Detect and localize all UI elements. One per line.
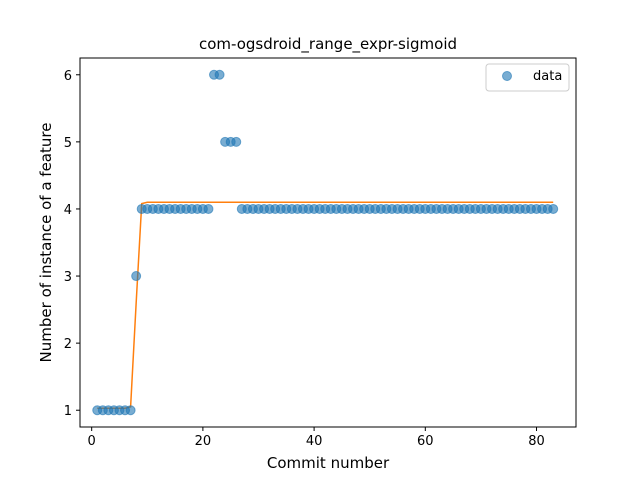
legend-box (485, 63, 570, 92)
chart-title: com-ogsdroid_range_expr-sigmoid (199, 35, 457, 54)
x-tick-label: 20 (195, 434, 212, 449)
plot-frame (79, 57, 577, 428)
data-point (231, 136, 242, 147)
y-tick-label: 4 (64, 203, 72, 218)
y-axis: 1 2 3 4 5 6 (64, 69, 80, 419)
x-tick-label: 80 (528, 434, 545, 449)
y-tick-label: 6 (64, 69, 72, 84)
data-point (131, 271, 142, 282)
y-axis-label: Number of instance of a feature (37, 123, 55, 363)
x-tick-label: 0 (88, 434, 96, 449)
legend: data (485, 63, 570, 92)
y-tick-label: 5 (64, 136, 72, 151)
y-tick-label: 1 (64, 404, 72, 419)
x-axis: 0 20 40 60 80 (88, 427, 545, 449)
x-tick-label: 40 (306, 434, 323, 449)
data-point (548, 203, 559, 214)
x-tick-label: 60 (417, 434, 434, 449)
x-axis-label: Commit number (267, 454, 390, 472)
legend-data-marker (502, 71, 512, 81)
y-tick-label: 2 (64, 337, 72, 352)
data-point (203, 203, 214, 214)
data-points-layer (92, 69, 559, 416)
plot-area (80, 58, 576, 427)
y-tick-label: 3 (64, 270, 72, 285)
data-point (125, 405, 136, 416)
data-point (214, 69, 225, 80)
legend-data-label: data (533, 69, 562, 84)
